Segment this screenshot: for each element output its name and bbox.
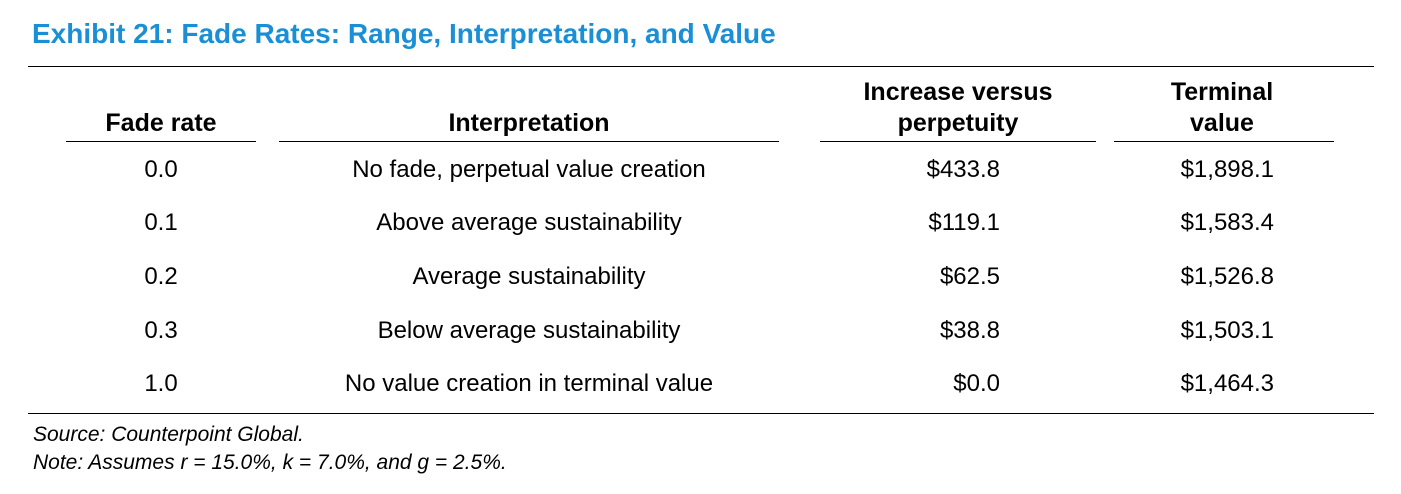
header-increase-versus-perpetuity: Increase versus perpetuity — [838, 77, 1078, 139]
cell-interpretation: No value creation in terminal value — [344, 370, 714, 397]
header-increase-line2: perpetuity — [897, 109, 1019, 137]
cell-interpretation: Average sustainability — [412, 263, 646, 290]
cell-increase: $0.0 — [953, 370, 1000, 397]
cell-increase: $38.8 — [939, 317, 1000, 344]
cell-increase: $119.1 — [928, 209, 1000, 236]
header-underline-interpretation — [279, 141, 779, 142]
cell-fade-rate: 0.1 — [144, 209, 178, 236]
exhibit-title: Exhibit 21: Fade Rates: Range, Interpret… — [32, 18, 776, 49]
source-note: Source: Counterpoint Global. — [33, 423, 304, 446]
cell-increase: $62.5 — [939, 263, 1000, 290]
cell-interpretation: Below average sustainability — [377, 317, 681, 344]
header-increase-line1: Increase versus — [863, 78, 1053, 106]
cell-interpretation: Above average sustainability — [376, 209, 682, 236]
cell-fade-rate: 0.2 — [144, 263, 178, 290]
header-interpretation: Interpretation — [279, 108, 779, 139]
header-underline-terminal — [1114, 141, 1334, 142]
header-underline-fade-rate — [66, 141, 256, 142]
cell-increase: $433.8 — [926, 156, 1000, 183]
cell-terminal-value: $1,583.4 — [1180, 209, 1274, 236]
assumptions-note: Note: Assumes r = 15.0%, k = 7.0%, and g… — [33, 451, 507, 474]
header-fade-rate-label: Fade rate — [105, 109, 217, 137]
header-interpretation-label: Interpretation — [448, 109, 610, 137]
cell-fade-rate: 1.0 — [144, 370, 178, 397]
cell-interpretation: No fade, perpetual value creation — [352, 156, 706, 183]
header-terminal-line1: Terminal — [1170, 78, 1274, 106]
header-terminal-line2: value — [1190, 109, 1254, 137]
cell-terminal-value: $1,526.8 — [1180, 263, 1274, 290]
cell-terminal-value: $1,503.1 — [1180, 317, 1274, 344]
cell-terminal-value: $1,898.1 — [1180, 156, 1274, 183]
cell-fade-rate: 0.3 — [144, 317, 178, 344]
header-fade-rate: Fade rate — [66, 108, 256, 139]
cell-fade-rate: 0.0 — [144, 156, 178, 183]
table-bottom-rule — [28, 413, 1374, 414]
header-underline-increase — [820, 141, 1096, 142]
header-terminal-value: Terminal value — [1122, 77, 1322, 139]
table-top-rule — [28, 66, 1374, 67]
cell-terminal-value: $1,464.3 — [1180, 370, 1274, 397]
